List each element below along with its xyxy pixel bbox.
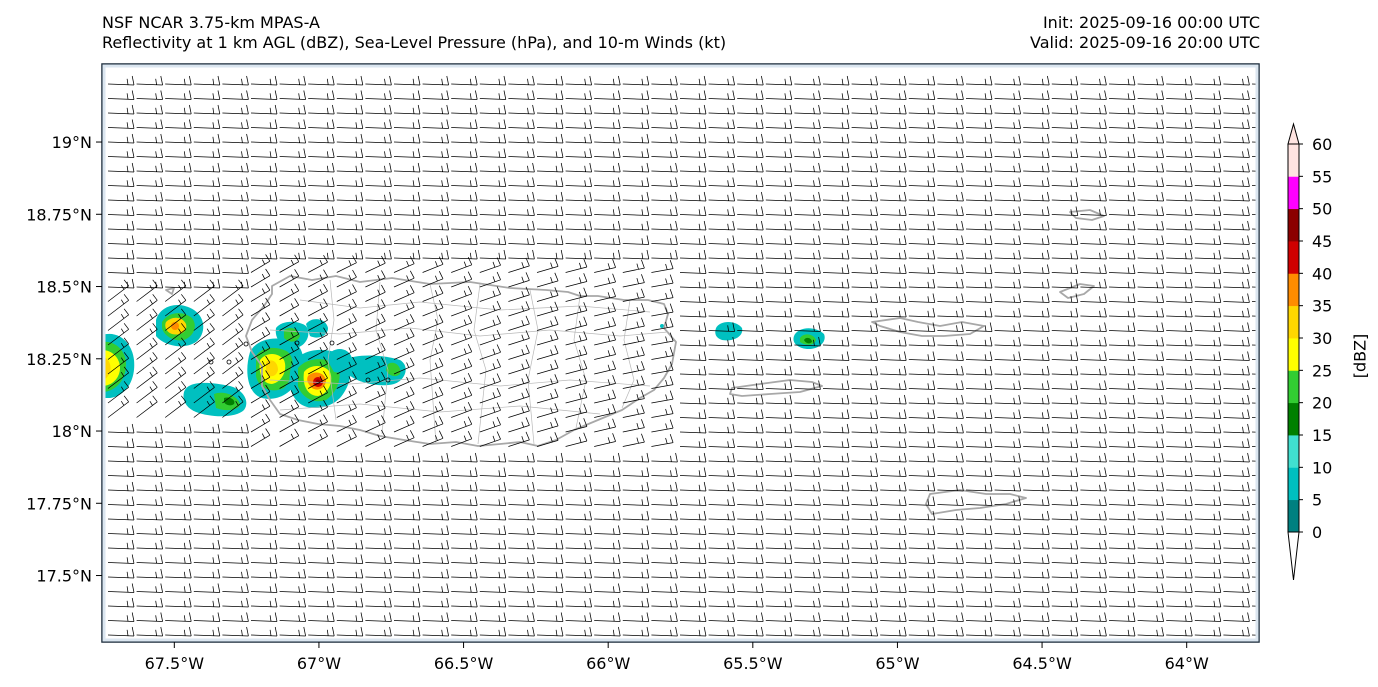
mona-island-coast xyxy=(165,287,175,295)
colorbar-tick-label: 0 xyxy=(1312,523,1322,542)
x-tick-label: 67.5°W xyxy=(145,654,205,673)
st-croix-coast xyxy=(925,489,1027,515)
colorbar-segment xyxy=(1288,241,1299,274)
colorbar-tick-label: 20 xyxy=(1312,394,1332,413)
colorbar-upper-extend xyxy=(1287,122,1300,145)
x-tick-label: 65.5°W xyxy=(723,654,783,673)
map-inner-border xyxy=(102,64,1259,642)
colorbar-tick-label: 60 xyxy=(1312,135,1332,154)
puerto-rico-coast xyxy=(245,275,677,447)
x-tick-label: 64.5°W xyxy=(1012,654,1072,673)
x-tick-label: 65°W xyxy=(875,654,919,673)
calm-wind-circle xyxy=(385,377,391,383)
wind-barb-field xyxy=(107,75,1259,637)
y-tick-label: 17.5°N xyxy=(36,567,92,586)
x-tick-label: 67°W xyxy=(297,654,341,673)
colorbar-segment xyxy=(1288,370,1299,404)
x-tick-label: 66.5°W xyxy=(434,654,494,673)
colorbar-tick-label: 35 xyxy=(1312,297,1332,316)
colorbar: 0 5 10 15 20 25 30 35 40 45 50 55 60 xyxy=(1287,122,1332,581)
title-left: NSF NCAR 3.75-km MPAS-A Reflectivity at … xyxy=(102,13,726,53)
x-tick-label: 66°W xyxy=(586,654,630,673)
valid-time: Valid: 2025-09-16 20:00 UTC xyxy=(1029,33,1260,52)
calm-wind-markers xyxy=(208,340,391,383)
calm-wind-circle xyxy=(365,377,371,383)
y-tick-label: 19°N xyxy=(52,133,92,152)
wind-barbs xyxy=(107,75,1259,637)
title-right: Init: 2025-09-16 00:00 UTC Valid: 2025-0… xyxy=(1030,13,1260,53)
colorbar-tick-label: 30 xyxy=(1312,329,1332,348)
map-layers xyxy=(102,64,1259,642)
colorbar-segment xyxy=(1288,402,1299,436)
calm-wind-circle xyxy=(208,359,214,365)
reflectivity-echoes xyxy=(102,305,825,417)
y-tick-label: 17.75°N xyxy=(26,494,92,513)
colorbar-tick-label: 15 xyxy=(1312,426,1332,445)
colorbar-segment xyxy=(1288,176,1299,210)
y-tick-label: 18.5°N xyxy=(36,278,92,297)
echo-west-coast xyxy=(183,382,247,417)
calm-wind-circle xyxy=(243,341,249,347)
colorbar-segment xyxy=(1288,499,1299,533)
calm-wind-circle xyxy=(226,359,232,365)
y-tick-label: 18°N xyxy=(52,422,92,441)
fields-title: Reflectivity at 1 km AGL (dBZ), Sea-Leve… xyxy=(102,33,727,52)
colorbar-tick-label: 25 xyxy=(1312,361,1332,380)
anegada-coast xyxy=(1069,209,1105,221)
st-thomas-coast xyxy=(1059,283,1095,299)
colorbar-tick-label: 55 xyxy=(1312,167,1332,186)
colorbar-lower-extend xyxy=(1287,531,1300,581)
colorbar-segment xyxy=(1288,273,1299,307)
coastlines xyxy=(165,209,1105,515)
colorbar-tick-label: 5 xyxy=(1312,491,1322,510)
y-tick-label: 18.75°N xyxy=(26,205,92,224)
colorbar-tick-label: 45 xyxy=(1312,232,1332,251)
colorbar-segment xyxy=(1288,208,1299,242)
map-frame xyxy=(101,63,1260,643)
calm-wind-circle xyxy=(294,340,300,346)
echo-mona-passage xyxy=(156,305,204,347)
y-axis: 19°N 18.75°N 18.5°N 18.25°N 18°N 17.75°N 17.5°… xyxy=(26,133,102,586)
init-time: Init: 2025-09-16 00:00 UTC xyxy=(1042,13,1260,32)
colorbar-tick-label: 40 xyxy=(1312,264,1332,283)
model-title: NSF NCAR 3.75-km MPAS-A xyxy=(102,13,320,32)
colorbar-label: [dBZ] xyxy=(1351,334,1370,379)
colorbar-segment xyxy=(1288,435,1299,468)
colorbar-tick-label: 10 xyxy=(1312,458,1332,477)
colorbar-segment xyxy=(1288,467,1299,501)
colorbar-segment xyxy=(1288,305,1299,339)
colorbar-tick-label: 50 xyxy=(1312,200,1332,219)
calm-wind-circle xyxy=(329,340,335,346)
y-tick-label: 18.25°N xyxy=(26,350,92,369)
colorbar-segment xyxy=(1288,338,1299,371)
x-axis: 67.5°W 67°W 66.5°W 66°W 65.5°W 65°W 64.5°W 64°W xyxy=(145,642,1209,673)
colorbar-segment xyxy=(1288,144,1299,177)
x-tick-label: 64°W xyxy=(1165,654,1209,673)
